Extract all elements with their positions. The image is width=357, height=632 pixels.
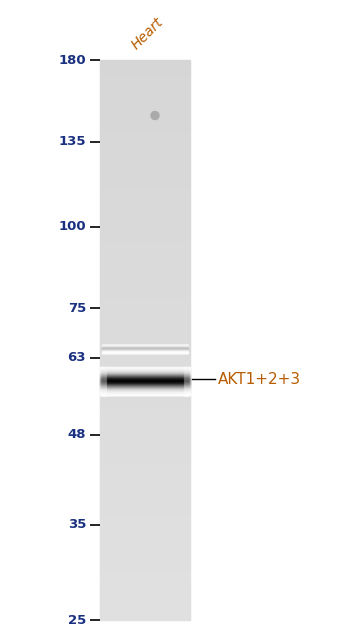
- Text: AKT1+2+3: AKT1+2+3: [218, 372, 301, 387]
- Text: 135: 135: [59, 135, 86, 148]
- Text: 75: 75: [68, 302, 86, 315]
- Text: 63: 63: [67, 351, 86, 364]
- Text: 35: 35: [67, 518, 86, 531]
- Text: Heart: Heart: [129, 15, 166, 52]
- Text: 48: 48: [67, 428, 86, 441]
- Text: 180: 180: [59, 54, 86, 66]
- Text: 100: 100: [59, 220, 86, 233]
- Circle shape: [151, 111, 159, 119]
- Text: 25: 25: [68, 614, 86, 626]
